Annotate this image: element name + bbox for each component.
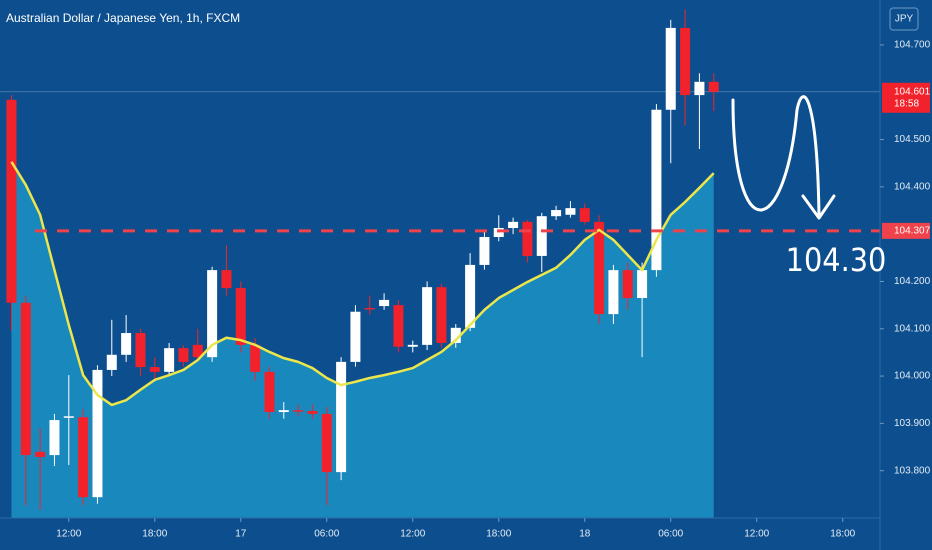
candle-body [708, 81, 719, 92]
countdown: 18:58 [894, 98, 919, 109]
candle-body [20, 302, 31, 456]
candle-body [278, 410, 289, 413]
candle-body [106, 354, 117, 370]
candle-body [379, 299, 390, 307]
x-tick-label: 17 [235, 529, 247, 540]
level-label: 104.307 [894, 225, 931, 236]
candle-body [622, 270, 633, 299]
ma-area [11, 161, 714, 518]
candle-body [594, 221, 605, 315]
plot-area [0, 9, 880, 518]
y-tick-label: 104.500 [894, 134, 931, 145]
candle-body [164, 348, 175, 372]
candle-body [78, 417, 89, 498]
x-tick-label: 12:00 [56, 529, 81, 540]
candle-body [493, 228, 504, 238]
arrow-head [801, 194, 836, 220]
y-tick-label: 104.400 [894, 181, 931, 192]
x-tick-label: 18:00 [142, 529, 167, 540]
candle-body [49, 420, 60, 456]
candle-body [178, 348, 189, 362]
y-tick-label: 104.700 [894, 40, 931, 51]
candle-body [536, 216, 547, 256]
x-tick-label: 18:00 [830, 529, 855, 540]
candle-body [35, 451, 46, 457]
currency-box [889, 7, 919, 31]
y-tick-label: 104.200 [894, 276, 931, 287]
candle-body [479, 237, 490, 265]
x-tick-label: 12:00 [400, 529, 425, 540]
candle-body [192, 344, 203, 358]
y-tick-label: 104.000 [894, 371, 931, 382]
y-tick-label: 104.100 [894, 323, 931, 334]
candle-body [63, 416, 74, 418]
candle-body [637, 270, 648, 299]
candle-body [235, 288, 246, 345]
candle-body [149, 367, 160, 372]
candle-body [450, 327, 461, 343]
forecast-arrow [731, 95, 821, 217]
target-annotation: 104.30 [786, 241, 887, 279]
y-tick-label: 103.900 [894, 418, 931, 429]
candle-body [350, 311, 361, 362]
candle-body [522, 221, 533, 256]
candle-body [135, 333, 146, 368]
candle-body [121, 333, 132, 355]
currency: JPY [895, 14, 914, 25]
y-tick-label: 103.800 [894, 465, 931, 476]
candle-body [250, 344, 261, 372]
candle-body [293, 410, 304, 412]
candle-body [264, 371, 275, 413]
x-tick-label: 18 [579, 529, 591, 540]
candle-body [393, 305, 404, 347]
candle-body [579, 208, 590, 222]
candle-body [651, 109, 662, 271]
candle-body [694, 81, 705, 96]
x-tick-label: 18:00 [486, 529, 511, 540]
candle-body [407, 344, 418, 347]
chart-title: Australian Dollar / Japanese Yen, 1h, FX… [6, 11, 240, 25]
candle-body [551, 210, 562, 217]
last-price-label: 104.601 [894, 86, 931, 97]
candle-body [508, 221, 519, 229]
candle-body [364, 307, 375, 310]
level-label-box [882, 222, 930, 239]
candle-body [336, 361, 347, 473]
candle-body [422, 287, 433, 345]
candle-body [608, 270, 619, 315]
candle-body [207, 270, 218, 358]
candle-body [436, 287, 447, 343]
candle-body [92, 369, 103, 498]
candle-body [680, 27, 691, 96]
candle-body [565, 208, 576, 215]
last-price-box [882, 82, 930, 113]
x-tick-label: 06:00 [658, 529, 683, 540]
candle-body [665, 27, 676, 110]
x-tick-label: 12:00 [744, 529, 769, 540]
candle-body [6, 99, 17, 303]
candle-body [221, 270, 232, 289]
candle-body [465, 264, 476, 328]
candle-body [321, 413, 332, 473]
candle-body [307, 411, 318, 414]
x-tick-label: 06:00 [314, 529, 339, 540]
